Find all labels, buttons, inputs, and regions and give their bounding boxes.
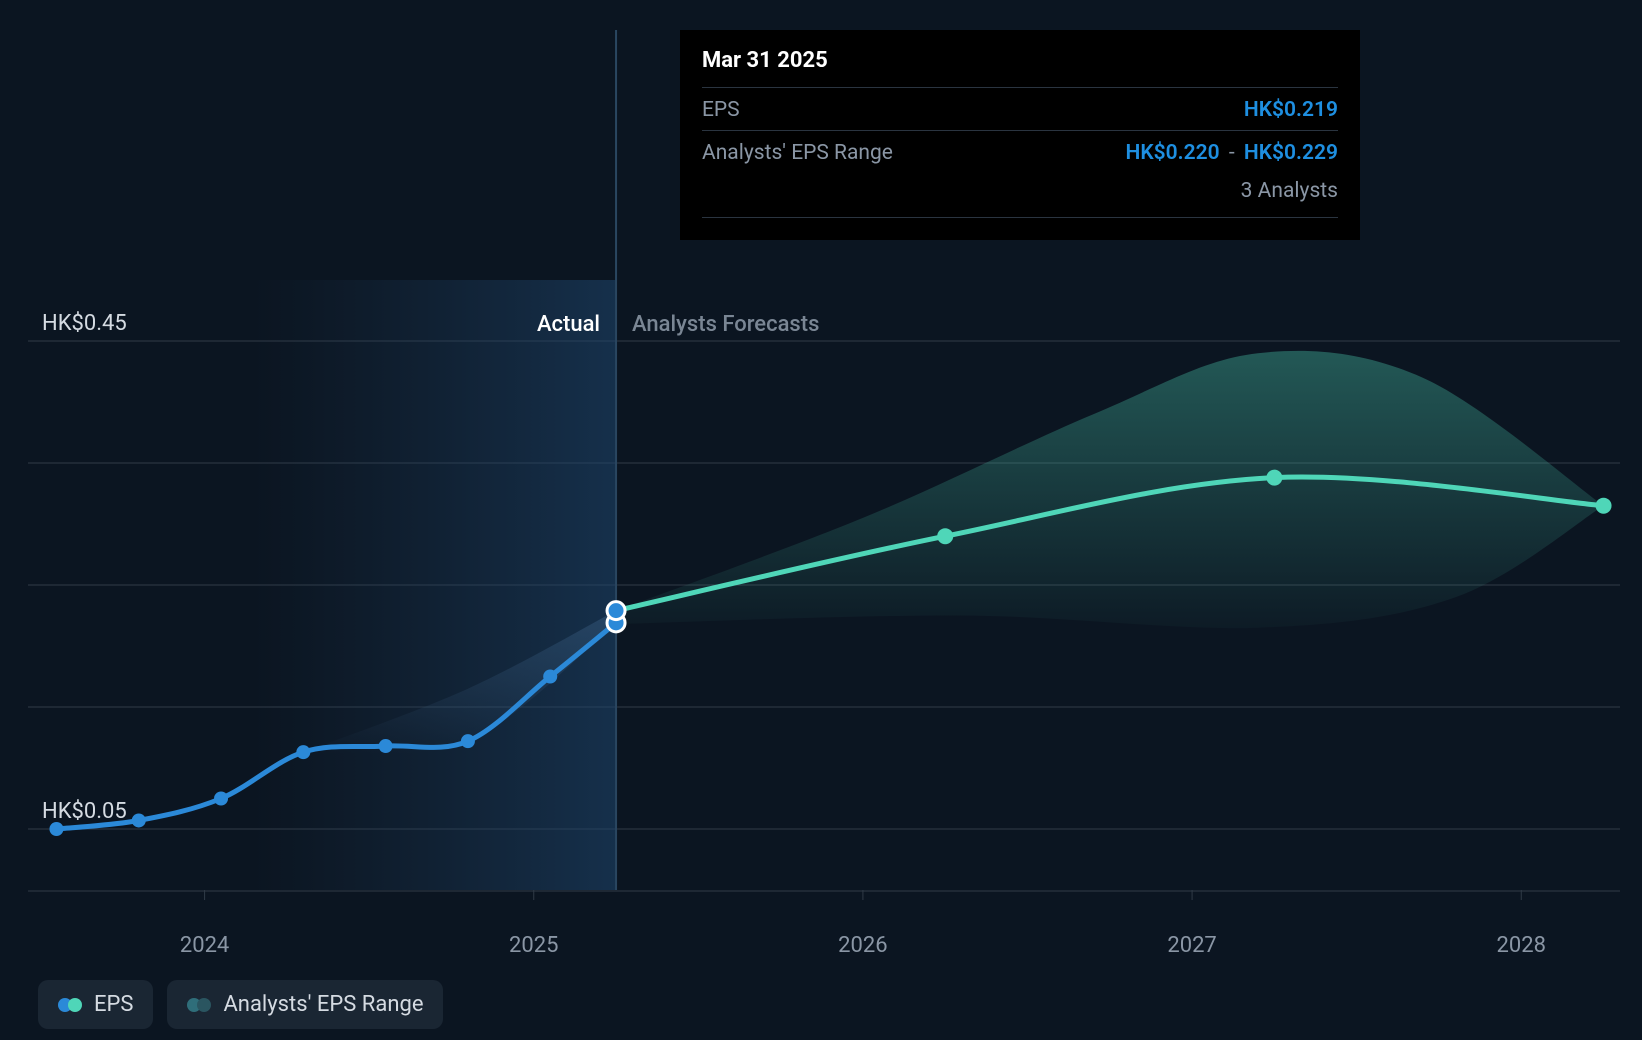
tooltip-range-sep: -	[1220, 141, 1244, 165]
y-axis-label: HK$0.45	[42, 311, 127, 336]
y-axis-label: HK$0.05	[42, 799, 127, 824]
x-axis-label: 2028	[1497, 933, 1546, 958]
x-axis-label: 2026	[838, 933, 887, 958]
x-axis-label: 2025	[509, 933, 558, 958]
eps-forecast-chart: HK$0.05 HK$0.45 2024 2025 2026 2027 2028…	[0, 0, 1642, 1040]
legend-label: Analysts' EPS Range	[223, 992, 423, 1017]
tooltip-range-low: HK$0.220	[1125, 141, 1219, 165]
tooltip-label: EPS	[702, 98, 740, 122]
chart-tooltip: Mar 31 2025 EPS HK$0.219 Analysts' EPS R…	[680, 30, 1360, 240]
tooltip-date: Mar 31 2025	[702, 48, 1338, 87]
legend-dots	[187, 998, 211, 1012]
legend-dot	[68, 998, 82, 1012]
tooltip-range-high: HK$0.229	[1244, 141, 1338, 165]
region-label-forecast: Analysts Forecasts	[632, 312, 819, 337]
tooltip-row-range: Analysts' EPS Range HK$0.220 - HK$0.229	[702, 130, 1338, 173]
region-label-actual: Actual	[537, 312, 600, 337]
tooltip-subrow: 3 Analysts	[702, 173, 1338, 218]
legend-item-eps[interactable]: EPS	[38, 980, 153, 1029]
tooltip-value: HK$0.220 - HK$0.229	[1125, 141, 1338, 165]
chart-legend: EPS Analysts' EPS Range	[38, 980, 443, 1029]
x-axis-label: 2024	[180, 933, 229, 958]
actual-highlight-band	[254, 280, 616, 890]
x-axis-label: 2027	[1167, 933, 1216, 958]
tooltip-value: HK$0.219	[1244, 98, 1338, 122]
tooltip-label: Analysts' EPS Range	[702, 141, 893, 165]
legend-dot	[197, 998, 211, 1012]
legend-item-range[interactable]: Analysts' EPS Range	[167, 980, 443, 1029]
legend-dots	[58, 998, 82, 1012]
legend-label: EPS	[94, 992, 133, 1017]
tooltip-row-eps: EPS HK$0.219	[702, 87, 1338, 130]
